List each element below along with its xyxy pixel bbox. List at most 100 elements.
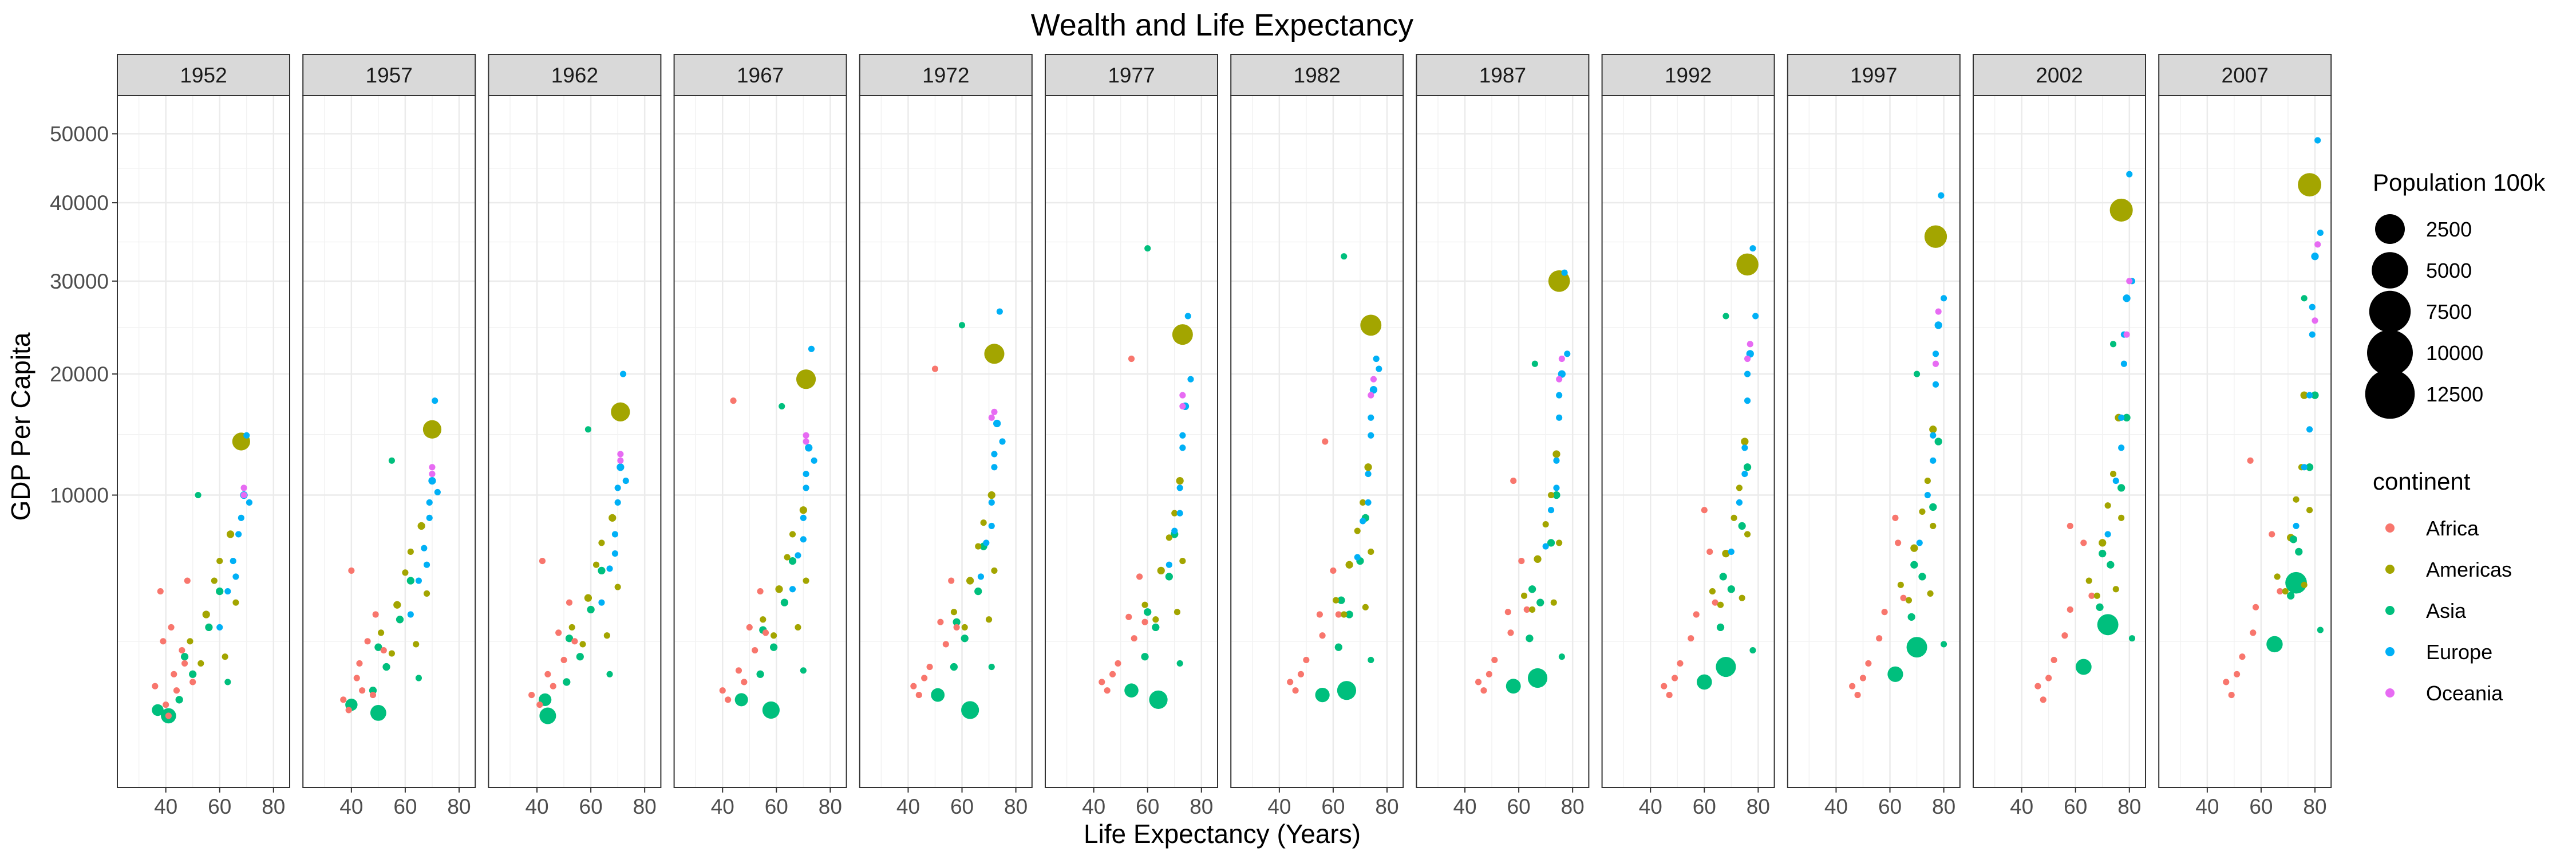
data-point-africa — [2067, 606, 2073, 613]
data-point-africa — [921, 675, 928, 681]
data-point-americas — [1739, 594, 1745, 601]
data-point-africa — [380, 647, 387, 654]
data-point-oceania — [1179, 392, 1186, 399]
color-legend-key — [2385, 688, 2395, 698]
data-point-asia — [606, 671, 613, 677]
data-point-asia — [189, 670, 197, 678]
data-point-africa — [915, 692, 922, 699]
x-tick-label: 60 — [1507, 795, 1531, 818]
data-point-europe — [803, 471, 809, 478]
facet-panel-1982: 1982 40 60 80 — [1230, 54, 1404, 818]
x-tick-label: 80 — [1747, 795, 1770, 818]
panel-border — [1416, 95, 1590, 788]
data-point-europe — [1916, 539, 1923, 546]
facet-label: 2007 — [2222, 64, 2269, 87]
data-point-americas — [1709, 588, 1716, 595]
data-point-americas — [980, 519, 987, 526]
data-point-americas — [1722, 549, 1730, 558]
data-point-asia — [2317, 626, 2324, 633]
data-point-americas — [2306, 507, 2313, 514]
data-point-asia — [1536, 598, 1544, 606]
data-point-americas — [1368, 548, 1374, 555]
data-point-americas — [2112, 586, 2119, 593]
data-point-americas — [1360, 499, 1366, 506]
data-point-europe — [2123, 294, 2131, 302]
data-point-americas — [1552, 450, 1560, 458]
panel-border — [673, 95, 847, 788]
data-point-europe — [2118, 414, 2125, 421]
facet-panel-1997: 1997 40 60 80 — [1787, 54, 1961, 818]
data-point-africa — [1322, 438, 1329, 445]
data-point-europe — [243, 432, 250, 439]
data-point-americas — [579, 641, 586, 648]
data-point-africa — [152, 683, 159, 689]
data-point-africa — [359, 687, 366, 694]
data-point-africa — [1504, 609, 1511, 616]
data-point-africa — [1104, 687, 1111, 694]
data-point-asia — [415, 675, 422, 681]
data-point-europe — [1932, 381, 1939, 388]
data-point-asia — [1934, 438, 1942, 446]
data-point-africa — [2034, 683, 2041, 689]
data-point-asia — [1910, 561, 1918, 569]
data-point-oceania — [988, 414, 995, 421]
data-point-asia — [1913, 371, 1921, 377]
facet-strip — [673, 54, 847, 96]
data-point-europe — [1930, 432, 1937, 439]
x-tick-label: 40 — [1267, 795, 1291, 818]
data-point-americas — [2109, 471, 2117, 478]
data-point-europe — [1553, 484, 1560, 491]
data-point-americas — [592, 561, 600, 568]
data-point-europe — [238, 514, 244, 521]
x-tick-label: 60 — [765, 795, 788, 818]
data-point-africa — [571, 638, 578, 645]
data-point-europe — [2306, 426, 2313, 433]
data-point-asia — [175, 696, 183, 704]
x-tick-label: 40 — [896, 795, 920, 818]
x-tick-label: 40 — [1082, 795, 1105, 818]
data-point-americas — [1354, 527, 1361, 534]
data-point-asia — [205, 623, 213, 632]
points-1982 — [1287, 253, 1382, 703]
data-point-africa — [1854, 692, 1861, 699]
data-point-africa — [2277, 588, 2283, 595]
data-point-asia — [1716, 656, 1736, 677]
data-point-europe — [991, 464, 998, 471]
data-point-africa — [2239, 653, 2246, 660]
data-point-americas — [1341, 611, 1348, 618]
data-point-americas — [987, 491, 995, 499]
data-point-africa — [1865, 660, 1872, 667]
data-point-asia — [1531, 360, 1538, 367]
data-point-oceania — [1179, 403, 1186, 409]
data-point-europe — [1553, 457, 1560, 464]
data-point-africa — [1297, 671, 1305, 677]
data-point-americas — [775, 585, 783, 593]
data-point-americas — [1529, 606, 1536, 613]
legend: Population 100k 2500 5000 7500 10000 12500 c… — [2365, 169, 2546, 705]
data-point-europe — [1752, 313, 1759, 320]
facet-panel-2002: 2002 40 60 80 — [1973, 54, 2146, 818]
data-point-africa — [189, 679, 196, 685]
data-point-europe — [614, 499, 621, 506]
x-tick-label: 40 — [2195, 795, 2219, 818]
panel-background — [117, 96, 290, 787]
size-legend-key — [2375, 214, 2405, 244]
data-point-asia — [2099, 549, 2107, 558]
x-tick-label: 60 — [1136, 795, 1159, 818]
x-tick-label: 40 — [1453, 795, 1476, 818]
data-point-europe — [1542, 543, 1549, 550]
facet-strip — [488, 54, 662, 96]
data-point-asia — [2128, 635, 2136, 642]
data-point-africa — [1480, 687, 1487, 694]
panel-border — [1973, 95, 2146, 788]
data-point-europe — [2126, 171, 2133, 178]
panel-border — [1601, 95, 1775, 788]
facet-label: 1952 — [180, 64, 227, 87]
data-point-americas — [1179, 558, 1186, 565]
data-point-asia — [2289, 535, 2297, 543]
data-point-asia — [779, 403, 785, 409]
data-point-europe — [1941, 295, 1947, 302]
data-point-africa — [1701, 507, 1708, 514]
color-legend-key — [2385, 606, 2395, 615]
data-point-asia — [576, 653, 584, 661]
